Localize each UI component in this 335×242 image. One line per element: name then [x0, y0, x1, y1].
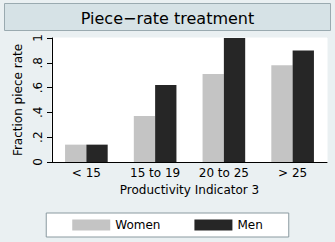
svg-text:> 25: > 25	[278, 166, 307, 180]
svg-text:1: 1	[31, 34, 45, 42]
svg-text:.8: .8	[31, 57, 45, 68]
svg-text:Fraction piece rate: Fraction piece rate	[11, 44, 25, 156]
svg-text:Piece−rate treatment: Piece−rate treatment	[81, 9, 254, 28]
svg-text:Women: Women	[115, 218, 160, 232]
svg-text:15 to 19: 15 to 19	[130, 166, 180, 180]
svg-text:Men: Men	[237, 218, 262, 232]
svg-text:< 15: < 15	[72, 166, 101, 180]
svg-text:20 to 25: 20 to 25	[199, 166, 249, 180]
svg-text:0: 0	[31, 158, 45, 166]
svg-text:.6: .6	[31, 82, 45, 93]
svg-text:Productivity Indicator 3: Productivity Indicator 3	[120, 183, 259, 197]
svg-text:.4: .4	[31, 107, 45, 118]
svg-text:.2: .2	[31, 131, 45, 142]
